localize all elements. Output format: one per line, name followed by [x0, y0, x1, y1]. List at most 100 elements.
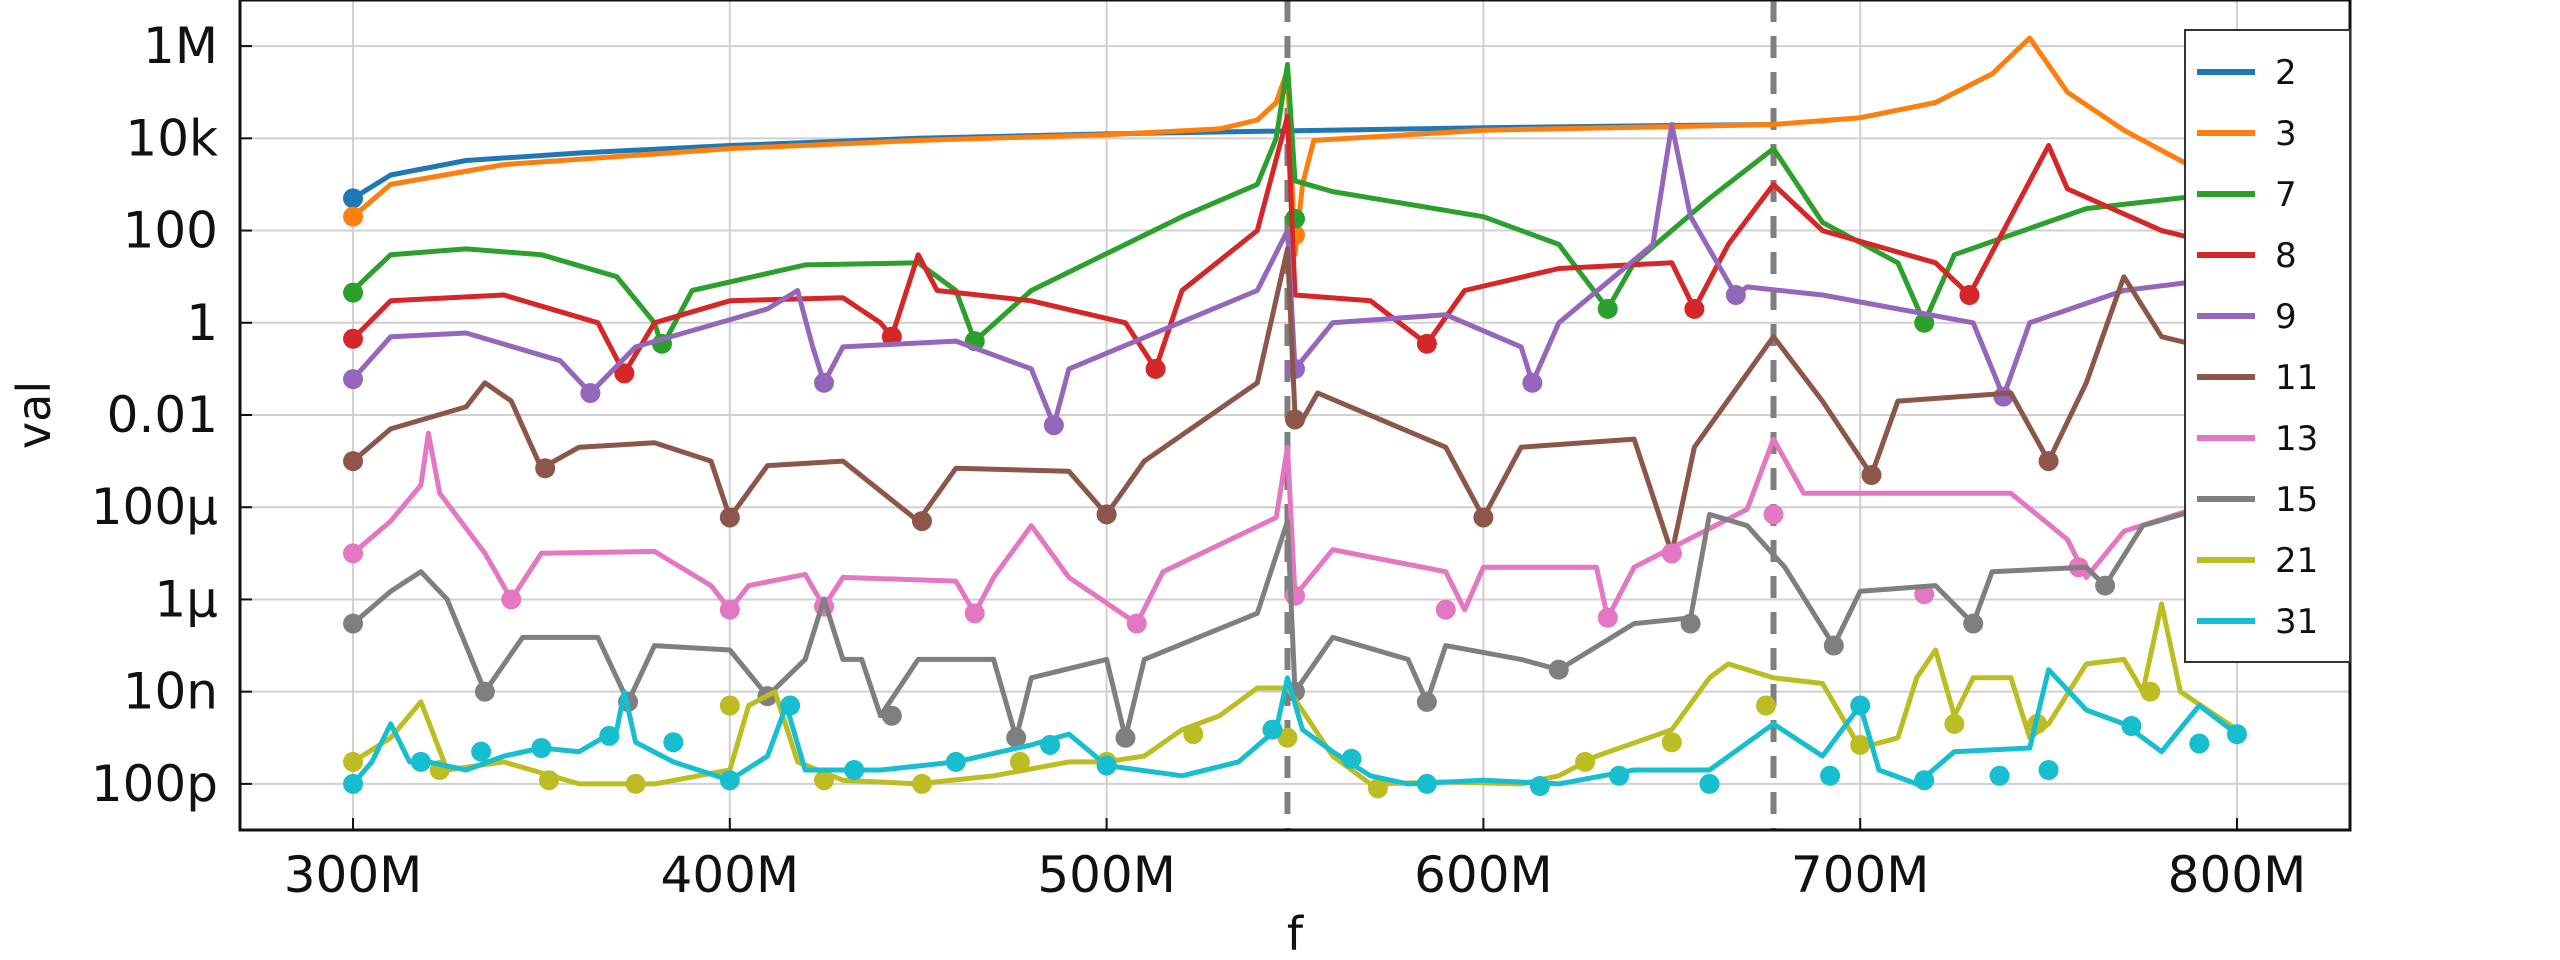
y-tick-label: 10n	[123, 663, 218, 721]
data-point	[1183, 724, 1204, 745]
data-point	[719, 507, 740, 528]
data-point	[2226, 724, 2247, 745]
data-point	[1040, 734, 1061, 755]
data-point	[343, 451, 364, 472]
data-point	[1823, 635, 1844, 656]
legend-label: 11	[2275, 358, 2318, 398]
data-point	[1661, 732, 1682, 753]
data-point	[1416, 691, 1437, 712]
data-point	[471, 741, 492, 762]
legend-box	[2184, 29, 2351, 663]
data-point	[1699, 773, 1720, 794]
legend-item: 9	[2197, 297, 2297, 337]
data-point	[719, 599, 740, 620]
series-line	[351, 113, 2238, 376]
data-point	[911, 511, 932, 532]
x-tick-label: 800M	[2168, 846, 2307, 904]
data-point	[2121, 716, 2142, 737]
legend-item: 3	[2197, 114, 2297, 154]
data-point	[1115, 727, 1136, 748]
data-point	[535, 458, 556, 479]
data-point	[814, 770, 835, 791]
legend-label: 2	[2275, 53, 2297, 93]
legend: 2 3 7 8 9 11 13 15 21 31	[2184, 29, 2351, 663]
data-point	[1416, 773, 1437, 794]
data-point	[1367, 778, 1388, 799]
series-line	[351, 246, 2238, 556]
data-point	[719, 770, 740, 791]
legend-label: 15	[2275, 480, 2318, 520]
y-tick-label: 1µ	[154, 570, 218, 628]
data-point	[1850, 734, 1871, 755]
data-point	[663, 732, 684, 753]
data-point	[1435, 599, 1456, 620]
legend-item: 7	[2197, 175, 2297, 215]
data-point	[1006, 727, 1027, 748]
data-point	[1096, 504, 1117, 525]
data-point	[1959, 285, 1980, 306]
data-point	[1597, 607, 1618, 628]
data-point	[1680, 613, 1701, 634]
legend-item: 21	[2197, 541, 2318, 581]
data-point	[410, 751, 431, 772]
data-point	[881, 705, 902, 726]
data-point	[1145, 358, 1166, 379]
data-point	[1522, 372, 1543, 393]
data-point	[474, 681, 495, 702]
legend-label: 21	[2275, 541, 2318, 581]
data-point	[1096, 755, 1117, 776]
legend-item: 8	[2197, 236, 2297, 276]
legend-label: 13	[2275, 419, 2318, 459]
data-point	[1609, 765, 1630, 786]
legend-label: 8	[2275, 236, 2297, 276]
x-tick-label: 300M	[284, 846, 423, 904]
y-tick-label: 1M	[143, 17, 218, 75]
data-point	[614, 363, 635, 384]
data-point	[1575, 751, 1596, 772]
series-31	[343, 667, 2247, 796]
data-point	[1725, 285, 1746, 306]
data-point	[1850, 695, 1871, 716]
data-point	[1277, 727, 1298, 748]
data-point	[1285, 208, 1305, 229]
x-tick-label: 600M	[1414, 846, 1553, 904]
data-point	[343, 543, 364, 564]
data-point	[343, 751, 364, 772]
x-tick-label: 400M	[661, 846, 800, 904]
data-point	[599, 725, 620, 746]
data-point	[964, 603, 985, 624]
series-line	[351, 35, 2239, 258]
y-tick-label: 100	[123, 202, 218, 260]
tick-labels: 300M 400M 500M 600M 700M 800M 100p 10n 1µ 100µ 0.0…	[91, 17, 2307, 904]
data-point	[343, 328, 364, 349]
legend-item: 13	[2197, 419, 2318, 459]
data-point	[2038, 451, 2059, 472]
data-point	[1914, 312, 1935, 333]
y-tick-label: 10k	[125, 109, 218, 167]
data-point	[1684, 298, 1705, 319]
data-point	[1043, 415, 1064, 436]
y-axis-label: val	[7, 381, 61, 449]
data-point	[2095, 575, 2116, 596]
data-point	[343, 613, 364, 634]
data-point	[1963, 613, 1984, 634]
data-point	[1529, 775, 1550, 796]
data-point	[911, 773, 932, 794]
x-tick-label: 700M	[1791, 846, 1930, 904]
y-tick-label: 100µ	[91, 478, 218, 536]
data-point	[1009, 751, 1030, 772]
data-point	[780, 695, 801, 716]
data-point	[1763, 504, 1784, 525]
data-point	[719, 695, 740, 716]
data-point	[1416, 333, 1437, 354]
legend-item: 11	[2197, 358, 2318, 398]
x-tick-label: 500M	[1037, 846, 1176, 904]
data-point	[1989, 765, 2010, 786]
y-tick-label: 1	[186, 294, 218, 352]
series-line	[351, 427, 2240, 741]
data-point	[1597, 298, 1618, 319]
data-point	[1262, 719, 1283, 740]
data-point	[531, 738, 552, 759]
legend-label: 9	[2275, 297, 2297, 337]
